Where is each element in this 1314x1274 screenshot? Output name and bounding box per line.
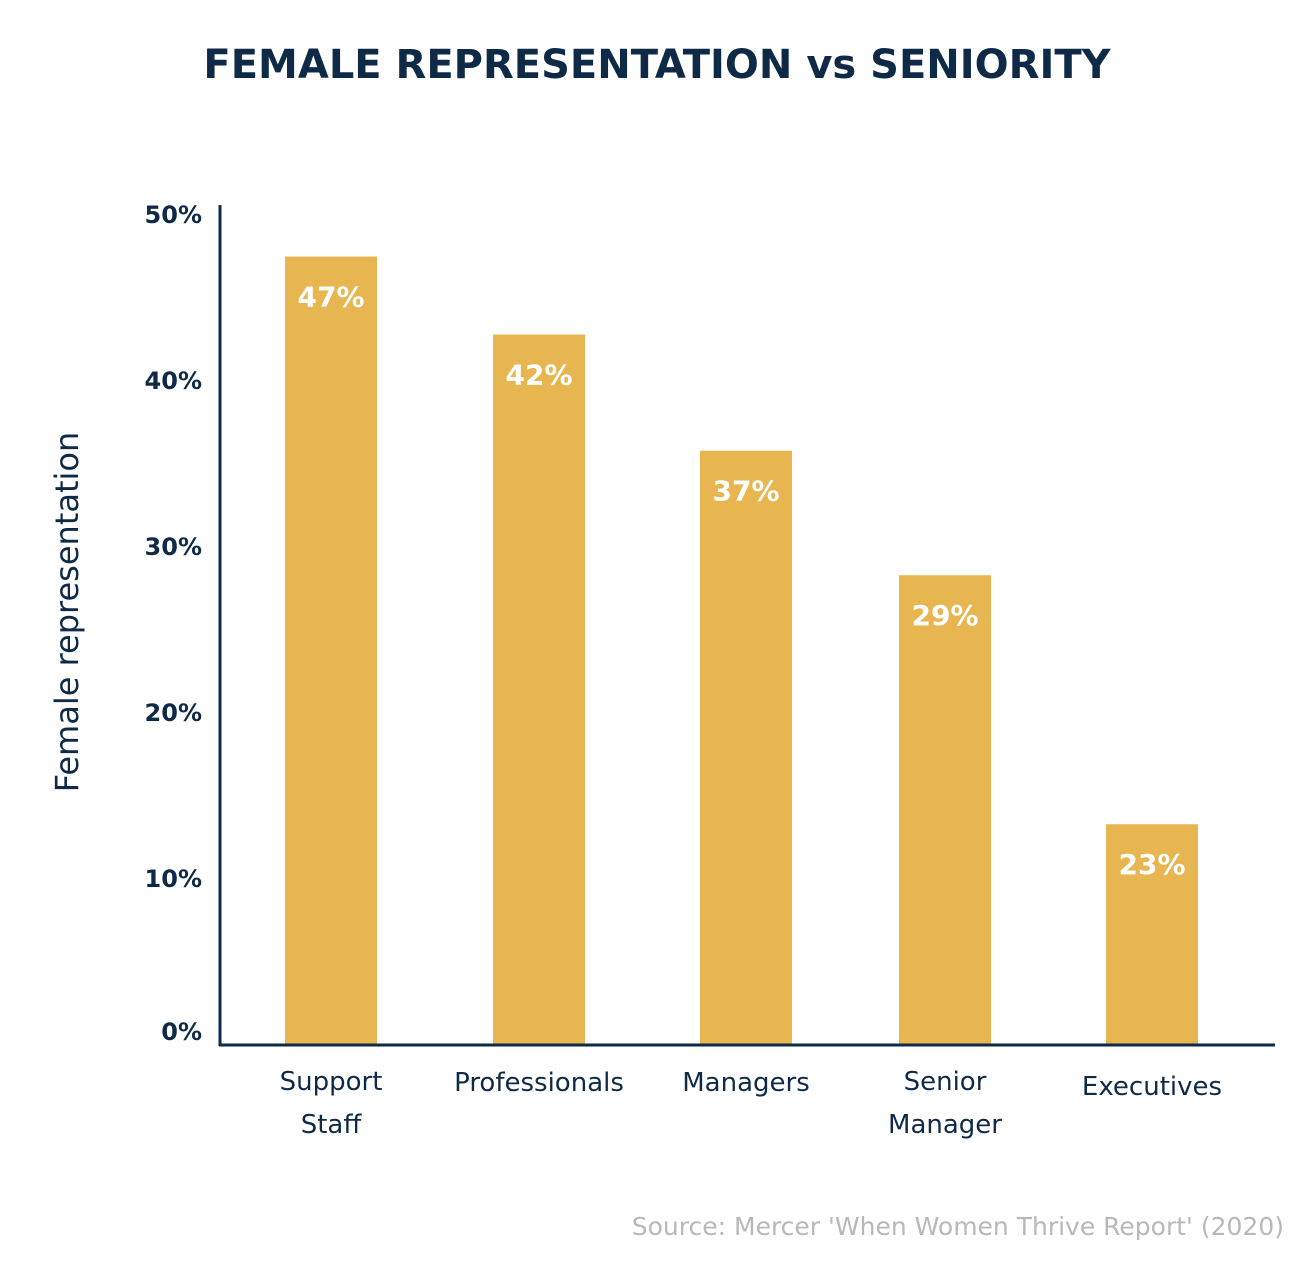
data-label: 42% [505,359,572,392]
data-labels: 47% 42% 37% 29% 23% [297,281,1185,882]
data-label: 47% [297,281,364,314]
y-tick-label: 40% [145,367,202,395]
bar [899,575,991,1045]
x-tick-label: Support [280,1067,383,1097]
data-label: 23% [1118,848,1185,881]
y-tick-label: 20% [145,699,202,727]
x-tick-label: Senior [904,1067,987,1097]
x-tick-label: Manager [888,1110,1002,1140]
y-axis-label: Female representation [48,432,86,793]
x-tick-label: Executives [1082,1072,1222,1102]
y-tick-label: 10% [145,865,202,893]
x-tick-label: Managers [682,1068,810,1098]
data-label: 29% [911,599,978,632]
bar [700,450,792,1046]
y-tick-label: 30% [145,533,202,561]
x-tick-label: Staff [301,1110,363,1140]
y-tick-label: 0% [161,1018,202,1046]
x-tick-label: Professionals [454,1068,624,1098]
y-tick-label: 50% [145,201,202,229]
data-label: 37% [712,475,779,508]
y-tick-labels: 0% 10% 20% 30% 40% 50% [145,201,202,1046]
bar [493,334,585,1045]
bar [1106,824,1198,1045]
bar [285,256,377,1045]
x-tick-labels: Support Staff Professionals Managers Senior M… [280,1067,1222,1140]
source-note: Source: Mercer 'When Women Thrive Report… [632,1212,1284,1241]
bars [285,256,1198,1046]
chart-title: FEMALE REPRESENTATION vs SENIORITY [203,42,1111,88]
